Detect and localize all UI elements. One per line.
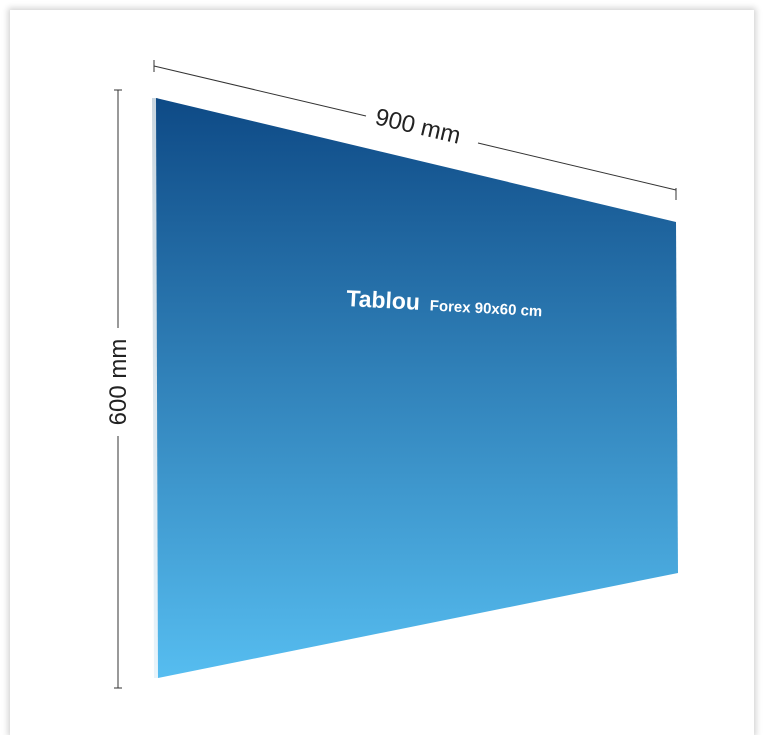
svg-text:Tablou Forex 90x60 cm: Tablou Forex 90x60 cm <box>346 285 543 321</box>
height-dimension <box>114 89 122 689</box>
product-title: Tablou Forex 90x60 cm <box>346 285 543 321</box>
width-dimension <box>153 60 677 200</box>
height-label: 600 mm <box>105 339 132 426</box>
product-title-main: Tablou <box>346 285 421 315</box>
product-title-sub: Forex 90x60 cm <box>429 297 542 320</box>
width-label: 900 mm <box>373 104 464 150</box>
forex-panel <box>156 98 678 678</box>
